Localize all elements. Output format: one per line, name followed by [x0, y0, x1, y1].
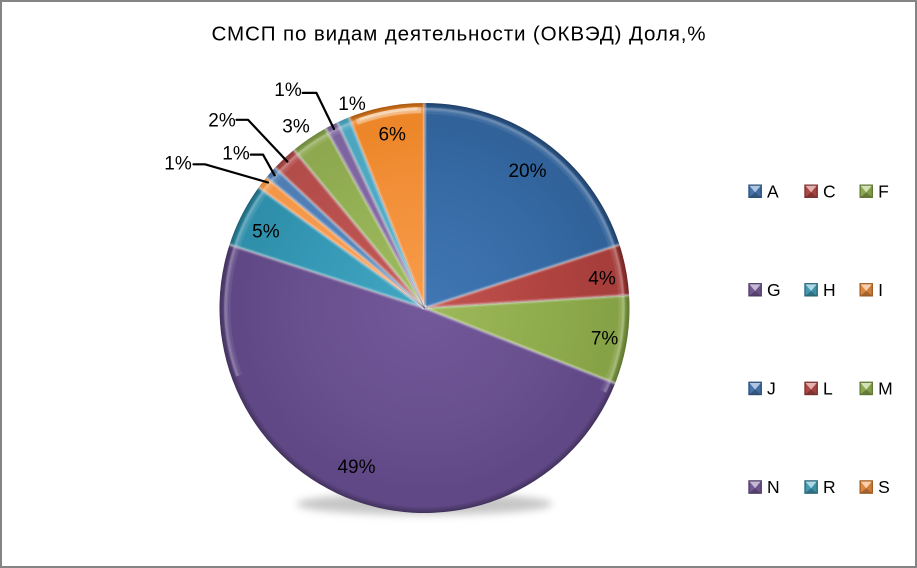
svg-text:J: J [767, 379, 776, 399]
svg-text:S: S [878, 477, 890, 497]
svg-text:5%: 5% [252, 222, 280, 243]
svg-text:N: N [767, 477, 780, 497]
svg-text:20%: 20% [508, 161, 546, 182]
svg-text:49%: 49% [337, 457, 375, 478]
svg-text:R: R [823, 477, 836, 497]
svg-text:1%: 1% [274, 80, 302, 101]
svg-text:4%: 4% [588, 269, 616, 290]
svg-text:A: A [767, 181, 779, 201]
svg-text:СМСП по видам деятельности (ОК: СМСП по видам деятельности (ОКВЭД) Доля,… [212, 23, 707, 46]
svg-text:C: C [823, 181, 836, 201]
svg-text:7%: 7% [591, 329, 619, 350]
svg-text:1%: 1% [164, 154, 192, 175]
svg-text:3%: 3% [282, 117, 310, 138]
svg-text:2%: 2% [208, 111, 236, 132]
svg-text:1%: 1% [222, 144, 250, 165]
svg-text:L: L [823, 379, 833, 399]
svg-text:H: H [823, 280, 836, 300]
svg-text:M: M [878, 379, 893, 399]
svg-text:I: I [878, 280, 883, 300]
svg-text:F: F [878, 181, 889, 201]
svg-text:6%: 6% [378, 125, 406, 146]
svg-text:1%: 1% [338, 94, 366, 115]
svg-text:G: G [767, 280, 781, 300]
